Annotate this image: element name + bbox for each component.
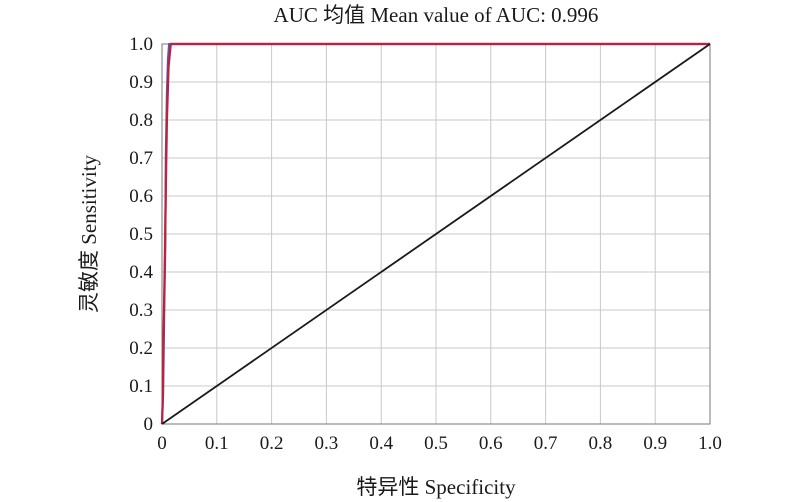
y-tick-label: 0.3 (129, 300, 153, 321)
y-axis-label: 灵敏度 Sensitivity (77, 154, 101, 313)
x-tick-label: 0.2 (260, 433, 284, 454)
y-tick-label: 0 (144, 414, 154, 435)
roc-curve-line (160, 42, 710, 425)
y-tick-label: 0.8 (129, 110, 153, 131)
y-tick-label: 0.9 (129, 72, 153, 93)
chart-title: AUC 均值 Mean value of AUC: 0.996 (274, 3, 599, 27)
x-tick-label: 0.3 (315, 433, 339, 454)
x-tick-label: 0 (157, 433, 167, 454)
y-tick-label: 1.0 (129, 34, 153, 55)
y-tick-label: 0.7 (129, 148, 153, 169)
x-tick-label: 0.7 (534, 433, 558, 454)
x-tick-label: 0.8 (589, 433, 613, 454)
x-tick-label: 0.6 (479, 433, 503, 454)
series-lines (160, 42, 711, 425)
y-tick-label: 0.6 (129, 186, 153, 207)
x-tick-label: 1.0 (698, 433, 722, 454)
y-axis-ticks: 0 0.1 0.2 0.3 0.4 0.5 0.6 0.7 0.8 0.9 1.0 (129, 34, 153, 435)
y-tick-label: 0.2 (129, 338, 153, 359)
x-axis-label: 特异性 Specificity (356, 475, 516, 499)
x-tick-label: 0.1 (205, 433, 229, 454)
y-tick-label: 0.1 (129, 376, 153, 397)
x-tick-label: 0.9 (643, 433, 667, 454)
y-tick-label: 0.4 (129, 262, 153, 283)
x-tick-label: 0.4 (369, 433, 393, 454)
y-tick-label: 0.5 (129, 224, 153, 245)
diagonal-reference-line (161, 43, 711, 425)
x-axis-ticks: 0 0.1 0.2 0.3 0.4 0.5 0.6 0.7 0.8 0.9 1.0 (157, 433, 722, 454)
x-tick-label: 0.5 (424, 433, 448, 454)
